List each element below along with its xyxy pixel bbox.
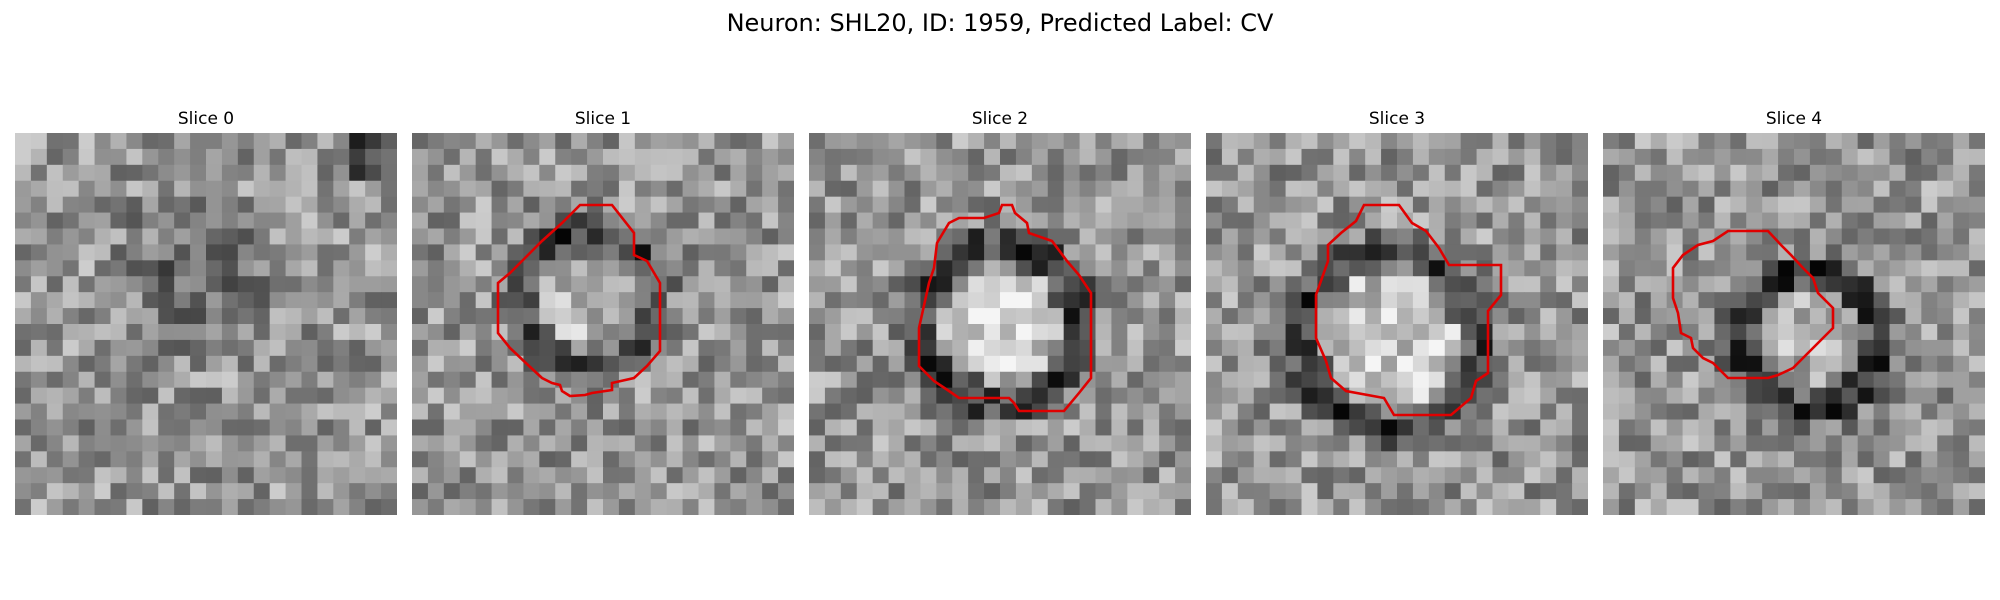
slice-panel-1: Slice 1 bbox=[412, 105, 794, 515]
slice-panel-2: Slice 2 bbox=[809, 105, 1191, 515]
slice-image-2 bbox=[809, 133, 1191, 515]
figure-title: Neuron: SHL20, ID: 1959, Predicted Label… bbox=[726, 9, 1274, 37]
segmentation-outline bbox=[1671, 229, 1835, 380]
slice-title-0: Slice 0 bbox=[177, 109, 235, 129]
slice-panel-4: Slice 4 bbox=[1603, 105, 1985, 515]
slice-image-3 bbox=[1206, 133, 1588, 515]
segmentation-outline bbox=[917, 203, 1093, 413]
segmentation-outline bbox=[1314, 203, 1503, 417]
slice-image-0 bbox=[15, 133, 397, 515]
slice-title-2: Slice 2 bbox=[971, 109, 1029, 129]
slice-title-3: Slice 3 bbox=[1368, 109, 1426, 129]
slice-title-1: Slice 1 bbox=[574, 109, 632, 129]
slice-panel-0: Slice 0 bbox=[15, 105, 397, 515]
slice-panel-3: Slice 3 bbox=[1206, 105, 1588, 515]
slice-image-1 bbox=[412, 133, 794, 515]
slice-image-4 bbox=[1603, 133, 1985, 515]
segmentation-outline bbox=[496, 203, 662, 398]
slice-title-4: Slice 4 bbox=[1765, 109, 1823, 129]
